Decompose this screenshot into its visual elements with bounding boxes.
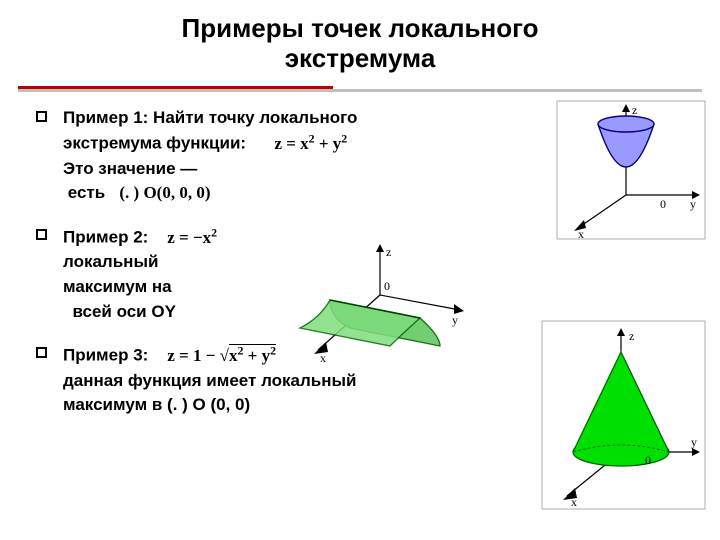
ex1-t1: Найти точку локального	[153, 108, 357, 127]
ex1-formula: z = x2 + y2	[274, 134, 347, 153]
ex3-label: Пример 3:	[63, 346, 148, 365]
figure-cylinder: z y x 0	[270, 240, 470, 370]
svg-text:z: z	[632, 103, 637, 117]
ex2-label: Пример 2:	[63, 228, 148, 247]
svg-text:x: x	[320, 351, 326, 365]
svg-text:0: 0	[660, 197, 666, 211]
svg-text:x: x	[571, 495, 577, 509]
bullet-icon	[36, 347, 47, 358]
bullet-icon	[36, 229, 47, 240]
ex1-t3: Это значение —	[63, 159, 197, 178]
ex2-t3: всей оси OY	[68, 302, 176, 321]
svg-text:y: y	[690, 197, 696, 211]
bullet-icon	[36, 111, 47, 122]
svg-text:0: 0	[384, 279, 390, 293]
ex1-t4: есть	[68, 183, 105, 202]
ex2-formula: z = −x2	[167, 228, 217, 247]
figure-paraboloid: z y x 0	[556, 100, 706, 240]
ex2-t2: максимум на	[63, 277, 172, 296]
title-line1: Примеры точек локального	[182, 13, 539, 43]
ex1-t2: экстремума функции:	[63, 134, 246, 153]
svg-text:z: z	[629, 329, 634, 343]
figure-cone: z y x 0	[541, 320, 706, 510]
svg-text:z: z	[386, 245, 391, 259]
title-rule	[18, 86, 702, 92]
svg-text:0: 0	[645, 453, 651, 467]
ex2-t1: локальный	[63, 252, 158, 271]
ex1-label: Пример 1:	[63, 108, 148, 127]
ex3-t2: максимум в (. ) O (0, 0)	[63, 395, 250, 414]
ex3-t1: данная функция имеет локальный	[63, 371, 356, 390]
ex3-formula: z = 1 − √x2 + y2	[167, 346, 276, 365]
svg-text:x: x	[578, 227, 584, 240]
svg-text:y: y	[691, 435, 697, 449]
svg-text:y: y	[452, 313, 458, 327]
title-line2: экстремума	[285, 43, 436, 73]
